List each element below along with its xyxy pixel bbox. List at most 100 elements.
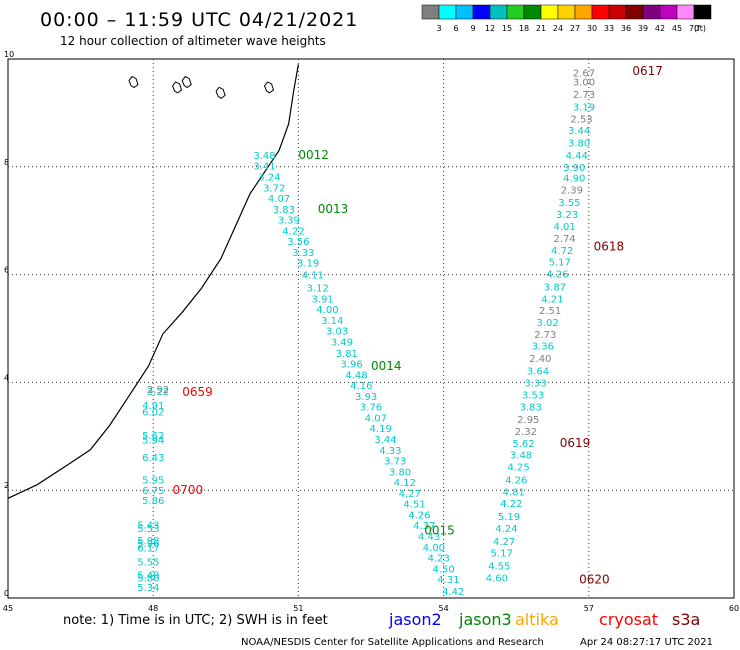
satellite-legend-item: jason2	[388, 610, 442, 629]
colorbar-label: 33	[604, 24, 614, 33]
colorbar-label: 39	[638, 24, 648, 33]
wave-height-value: 5.17	[549, 258, 571, 269]
footer-timestamp: Apr 24 08:27:17 UTC 2021	[580, 637, 713, 648]
wave-height-value: 5.96	[137, 539, 159, 550]
x-tick-label: 60	[729, 604, 739, 613]
pass-time-label: 0618	[594, 240, 625, 254]
wave-height-value: 3.12	[307, 284, 329, 295]
wave-height-value: 3.33	[524, 378, 546, 389]
wave-height-value: 2.73	[573, 90, 595, 101]
colorbar-label: 21	[536, 24, 546, 33]
wave-height-value: 3.83	[520, 403, 542, 414]
wave-height-value: 3.91	[311, 294, 333, 305]
wave-height-value: 3.02	[537, 318, 559, 329]
wave-height-value: 5.34	[137, 583, 159, 594]
wave-height-value: 4.07	[268, 194, 290, 205]
wave-height-value: 4.11	[302, 271, 324, 282]
colorbar-swatch	[642, 4, 661, 20]
colorbar-swatch	[574, 4, 593, 20]
island-outline	[263, 81, 275, 94]
wave-height-value: 4.19	[370, 424, 392, 435]
wave-height-value: 5.62	[142, 431, 164, 442]
colorbar-swatch	[693, 4, 712, 20]
wave-height-value: 4.42	[442, 587, 464, 598]
wave-height-value: 4.12	[394, 478, 416, 489]
colorbar-label: 27	[570, 24, 580, 33]
wave-height-value: 3.36	[532, 342, 554, 353]
wave-height-value: 2.67	[573, 68, 595, 79]
colorbar-label: 42	[655, 24, 665, 33]
wave-height-value: 3.90	[563, 163, 585, 174]
footer-credit: NOAA/NESDIS Center for Satellite Applica…	[241, 637, 544, 648]
y-tick-label: 6	[4, 266, 9, 275]
wave-height-value: 3.96	[341, 360, 363, 371]
wave-height-value: 6.17	[137, 543, 159, 554]
wave-height-value: 6.43	[142, 453, 164, 464]
colorbar-swatch	[676, 4, 695, 20]
gridlines	[8, 59, 734, 598]
wave-height-value: 3.64	[527, 367, 549, 378]
wave-height-value: 6.75	[142, 486, 164, 497]
wave-height-value: 3.73	[384, 457, 406, 468]
wave-height-value: 3.44	[374, 435, 396, 446]
colorbar-swatch	[455, 4, 474, 20]
pass-time-label: 0617	[632, 64, 663, 78]
colorbar-swatch	[523, 4, 542, 20]
wave-height-value: 5.53	[137, 524, 159, 535]
y-tick-label: 4	[4, 373, 9, 382]
wave-height-value: 5.43	[137, 521, 159, 532]
island-outline	[215, 86, 226, 99]
y-tick-label: 10	[4, 50, 14, 59]
wave-height-value: 4.27	[493, 537, 515, 548]
satellite-legend-item: cryosat	[599, 610, 658, 629]
footer-note: note: 1) Time is in UTC; 2) SWH is in fe…	[63, 613, 328, 628]
wave-height-value: 3.48	[253, 151, 275, 162]
wave-height-value: 5.95	[142, 475, 164, 486]
wave-height-value: 2.39	[561, 185, 583, 196]
pass-time-label: 0013	[318, 202, 349, 216]
wave-height-value: 3.87	[544, 282, 566, 293]
wave-height-value: 4.51	[403, 500, 425, 511]
wave-height-value: 2.40	[529, 354, 551, 365]
wave-height-value: 4.81	[503, 487, 525, 498]
island-outline	[181, 75, 192, 89]
wave-height-value: 4.37	[413, 521, 435, 532]
colorbar-swatch	[625, 4, 644, 20]
wave-height-value: 2.73	[534, 330, 556, 341]
colorbar-label: 36	[621, 24, 631, 33]
wave-height-value: 3.14	[321, 316, 343, 327]
wave-height-value: 3.19	[573, 102, 595, 113]
wave-height-value: 3.49	[331, 337, 353, 348]
wave-height-value: 5.62	[512, 439, 534, 450]
wave-height-value: 3.80	[568, 139, 590, 150]
wave-height-value: 3.24	[258, 173, 280, 184]
wave-height-value: 4.01	[553, 222, 575, 233]
colorbar-swatch	[557, 4, 576, 20]
pass-time-label: 0015	[424, 524, 455, 538]
wave-height-value: 4.44	[566, 151, 588, 162]
wave-height-value: 3.41	[253, 162, 275, 173]
wave-height-value: 2.53	[570, 114, 592, 125]
wave-height-value: 4.91	[142, 401, 164, 412]
island-outline	[171, 81, 183, 94]
colorbar-swatch	[421, 4, 440, 20]
y-tick-label: 2	[4, 481, 9, 490]
wave-height-value: 5.17	[491, 549, 513, 560]
wave-height-value: 4.50	[432, 564, 454, 575]
pass-time-label: 0619	[560, 436, 591, 450]
wave-height-value: 3.81	[336, 349, 358, 360]
wave-height-colorbar: 3 6 9 12 15 18 21 24 27 30 33 36 39 42 45 70(ft)	[421, 4, 712, 33]
wave-height-value: 3.19	[297, 259, 319, 270]
colorbar-label: 30	[587, 24, 597, 33]
colorbar-label: 6	[453, 24, 458, 33]
x-tick-label: 54	[439, 604, 449, 613]
wave-height-value: 4.22	[500, 499, 522, 510]
wave-height-value: 4.26	[505, 475, 527, 486]
wave-height-value: 5.98	[137, 536, 159, 547]
coastline	[7, 64, 299, 499]
chart-title: 00:00 – 11:59 UTC 04/21/2021	[40, 9, 358, 31]
pass-time-labels: 0012 0013 0014 0015 0617 0618 0619 0620 0659 0700	[173, 64, 663, 587]
wave-height-value: 3.93	[355, 392, 377, 403]
wave-height-value: 4.55	[488, 562, 510, 573]
